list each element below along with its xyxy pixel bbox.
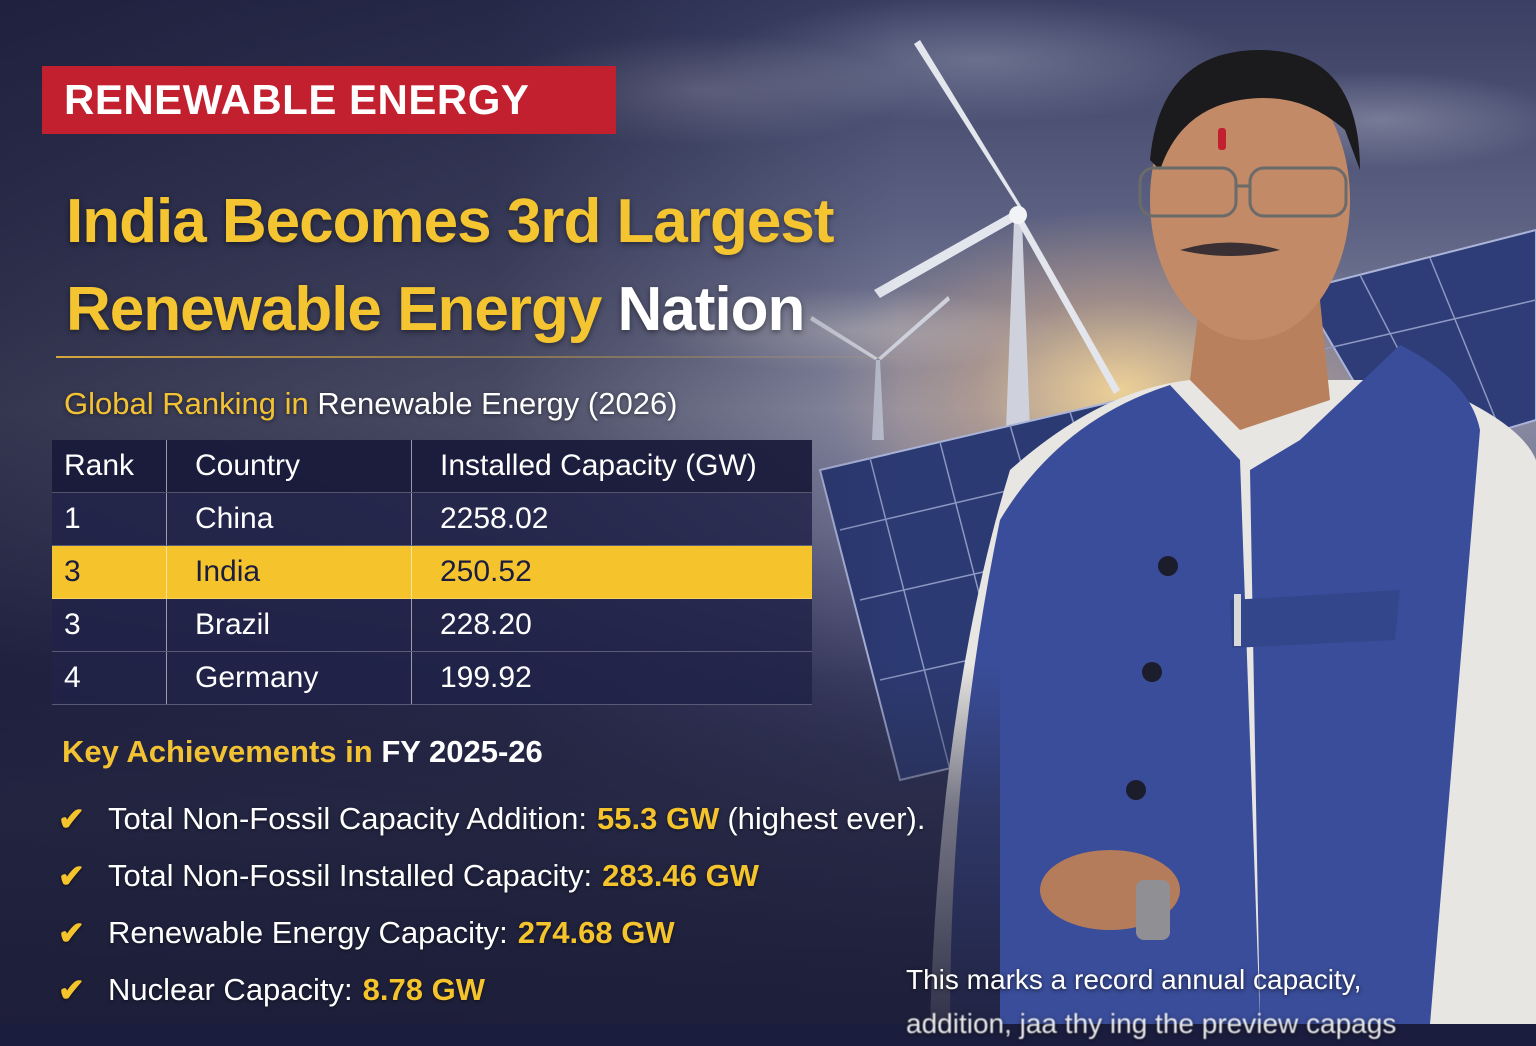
minister-portrait [930,50,1536,1024]
achievements-title-yellow: Key Achievements in [62,734,373,769]
city-skyline-overlay [0,664,1000,1024]
cell-rank: 3 [52,598,167,652]
table-row: 1 China 2258.02 [52,492,812,546]
cell-rank: 1 [52,492,167,546]
list-item: ✔ Total Non-Fossil Capacity Addition: 55… [58,790,925,847]
header-capacity: Installed Capacity (GW) [411,440,812,493]
headline-line-1: India Becomes 3rd Largest [66,187,835,256]
checkmark-icon: ✔ [58,914,85,951]
wind-turbine [874,40,1120,430]
table-row: 4 Germany 199.92 [52,651,812,705]
table-header-row: Rank Country Installed Capacity (GW) [52,440,812,493]
achievement-value: 55.3 GW [597,800,720,836]
achievement-value: 8.78 GW [362,971,485,1007]
achievement-label: Renewable Energy Capacity: [108,914,508,950]
list-item: ✔ Total Non-Fossil Installed Capacity: 2… [58,847,925,904]
achievements-list: ✔ Total Non-Fossil Capacity Addition: 55… [58,790,925,1018]
headline: India Becomes 3rd Largest Renewable Ener… [66,178,946,354]
cell-rank: 4 [52,651,167,705]
header-country: Country [166,440,412,493]
cell-country: Brazil [166,598,412,652]
checkmark-icon: ✔ [58,857,85,894]
cell-country: Germany [166,651,412,705]
ranking-title-white-bold: Renewable [317,386,473,421]
achievement-label: Total Non-Fossil Capacity Addition: [108,800,588,836]
table-row-highlighted: 3 India 250.52 [52,545,812,599]
ranking-title: Global Ranking in Renewable Energy (2026… [64,386,678,422]
caption-line-2: addition, jaa thy ing the preview capags [906,1008,1397,1039]
cell-country: India [166,545,412,599]
cell-rank: 3 [52,545,167,599]
headline-line-2-white: Nation [617,275,806,344]
checkmark-icon: ✔ [58,800,85,837]
achievement-note: (highest ever). [727,800,926,836]
headline-line-2-yellow: Renewable Energy [66,275,602,344]
list-item: ✔ Nuclear Capacity: 8.78 GW [58,961,925,1018]
cell-country: China [166,492,412,546]
achievements-title-white: FY 2025-26 [381,734,543,769]
caption-line-1: This marks a record annual capacity, [906,964,1362,995]
cell-capacity: 250.52 [411,545,812,599]
achievement-label: Total Non-Fossil Installed Capacity: [108,857,593,893]
divider [56,356,936,358]
cell-capacity: 228.20 [411,598,812,652]
ranking-title-yellow: Global Ranking in [64,386,309,421]
ranking-title-white-rest: Energy (2026) [481,386,678,421]
checkmark-icon: ✔ [58,971,85,1008]
achievement-value: 283.46 GW [602,857,759,893]
list-item: ✔ Renewable Energy Capacity: 274.68 GW [58,904,925,961]
header-rank: Rank [52,440,167,493]
achievement-value: 274.68 GW [517,914,675,950]
ranking-table: Rank Country Installed Capacity (GW) 1 C… [52,440,812,705]
category-tag-label: RENEWABLE ENERGY [64,76,530,123]
caption-text: This marks a record annual capacity, add… [906,958,1506,1046]
achievement-label: Nuclear Capacity: [108,971,353,1007]
background-scene [810,40,1536,1024]
achievements-title: Key Achievements in FY 2025-26 [62,734,543,770]
headline-line-2: Renewable Energy Nation [66,266,946,354]
category-tag: RENEWABLE ENERGY [42,66,616,134]
cell-capacity: 199.92 [411,651,812,705]
cell-capacity: 2258.02 [411,492,812,546]
table-row: 3 Brazil 228.20 [52,598,812,652]
